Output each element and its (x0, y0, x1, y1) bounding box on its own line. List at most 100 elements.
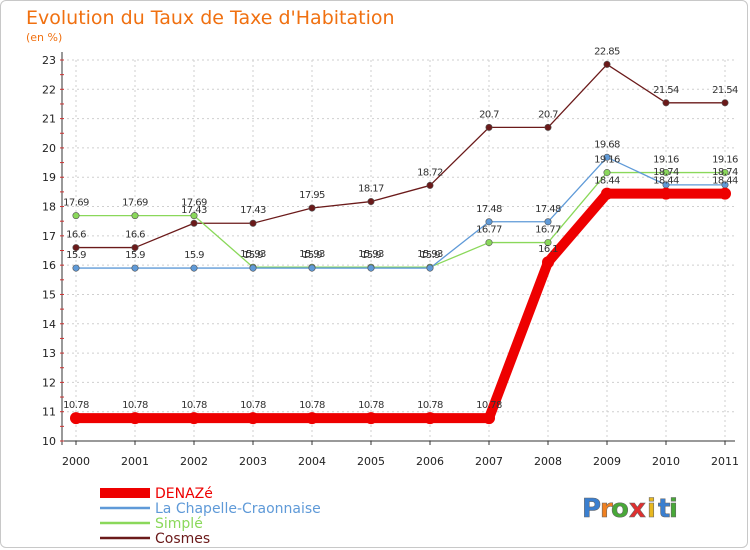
data-point (249, 264, 257, 272)
data-label: 10.78 (240, 400, 266, 411)
y-tick-label: 21 (42, 113, 56, 126)
series-line (76, 188, 725, 424)
data-point (70, 412, 82, 425)
brand-letter: r (600, 494, 613, 524)
data-label: 10.78 (299, 400, 325, 411)
data-point (721, 169, 729, 177)
x-tick-label: 2010 (652, 455, 680, 468)
x-tick-label: 2008 (534, 455, 562, 468)
data-label: 16.1 (538, 244, 558, 255)
data-label: 16.77 (476, 225, 502, 236)
data-label: 19.68 (594, 139, 620, 150)
data-label: 19.16 (653, 155, 679, 166)
data-label: 22.85 (594, 46, 620, 57)
x-tick-label: 2000 (62, 455, 90, 468)
data-point (190, 264, 198, 272)
y-tick-label: 20 (42, 142, 56, 155)
data-label: 10.78 (122, 400, 148, 411)
x-tick-label: 2001 (121, 455, 149, 468)
data-point (131, 212, 139, 220)
grid (62, 59, 735, 442)
series-layer (70, 60, 731, 425)
data-point (660, 187, 672, 200)
data-label: 17.95 (299, 190, 325, 201)
x-tick-label: 2011 (711, 455, 739, 468)
data-label: 21.54 (653, 85, 679, 96)
data-label: 10.78 (181, 400, 207, 411)
y-tick-label: 16 (42, 259, 56, 272)
data-label: 20.7 (479, 109, 499, 120)
data-label: 17.69 (181, 198, 207, 209)
data-label: 17.43 (181, 205, 207, 216)
x-tick-label: 2006 (416, 455, 444, 468)
y-tick-label: 12 (42, 376, 56, 389)
data-label: 18.74 (712, 167, 738, 178)
legend-label: DENAZé (155, 486, 213, 502)
data-label: 16.6 (66, 230, 86, 241)
data-label: 19.16 (594, 155, 620, 166)
data-point (426, 264, 434, 272)
data-point (72, 264, 80, 272)
data-point (544, 123, 552, 131)
data-label: 20.7 (538, 109, 558, 120)
data-point (308, 204, 316, 212)
series-line (76, 63, 725, 249)
x-tick-label: 2003 (239, 455, 267, 468)
data-label: 18.17 (358, 184, 384, 195)
data-point (485, 123, 493, 131)
data-point (129, 412, 141, 425)
y-axis-ticks: 10 11 12 13 14 15 16 17 18 19 20 21 22 23 (42, 54, 56, 448)
y-tick-label: 13 (42, 347, 56, 360)
data-point (662, 169, 670, 177)
y-tick-label: 17 (42, 230, 56, 243)
data-label: 16.6 (125, 230, 145, 241)
axes (60, 52, 735, 445)
y-tick-label: 11 (42, 406, 56, 419)
data-point (601, 187, 613, 200)
legend-label: Simplé (155, 516, 203, 532)
data-label: 17.48 (535, 204, 561, 215)
y-tick-label: 22 (42, 83, 56, 96)
brand-logo: Pro x i ti (582, 494, 679, 525)
data-label: 15.9 (66, 250, 86, 261)
chart-subtitle: (en %) (26, 31, 62, 44)
data-label: 15.9 (420, 250, 440, 261)
data-point (249, 219, 257, 227)
data-point (131, 244, 139, 252)
x-tick-label: 2002 (180, 455, 208, 468)
data-label: 15.9 (184, 250, 204, 261)
data-point (544, 218, 552, 226)
data-label: 17.48 (476, 204, 502, 215)
data-point (424, 412, 436, 425)
data-label: 10.78 (476, 400, 502, 411)
y-tick-label: 14 (42, 318, 56, 331)
data-label: 18.74 (653, 167, 679, 178)
x-tick-label: 2009 (593, 455, 621, 468)
data-label: 15.93 (299, 249, 325, 260)
data-label: 17.43 (240, 205, 266, 216)
data-point (542, 256, 554, 269)
brand-letter: i (647, 494, 656, 524)
data-label: 15.93 (240, 249, 266, 260)
data-point (190, 219, 198, 227)
data-point (247, 412, 259, 425)
x-tick-label: 2004 (298, 455, 326, 468)
x-axis-ticks: 2000 2001 2002 2003 2004 2005 2006 2007 2008 2009… (62, 441, 739, 468)
data-label: 15.9 (361, 250, 381, 261)
data-label: 18.44 (712, 176, 738, 187)
data-point (367, 264, 375, 272)
series-line (76, 156, 725, 269)
y-tick-label: 23 (42, 54, 56, 67)
data-point (485, 239, 493, 247)
chart-title: Evolution du Taux de Taxe d'Habitation (26, 7, 395, 29)
x-tick-label: 2007 (475, 455, 503, 468)
brand-letter: o (611, 494, 629, 524)
series-line (76, 171, 725, 268)
data-point (308, 264, 316, 272)
data-point (426, 181, 434, 189)
data-point (306, 412, 318, 425)
data-point (603, 169, 611, 177)
